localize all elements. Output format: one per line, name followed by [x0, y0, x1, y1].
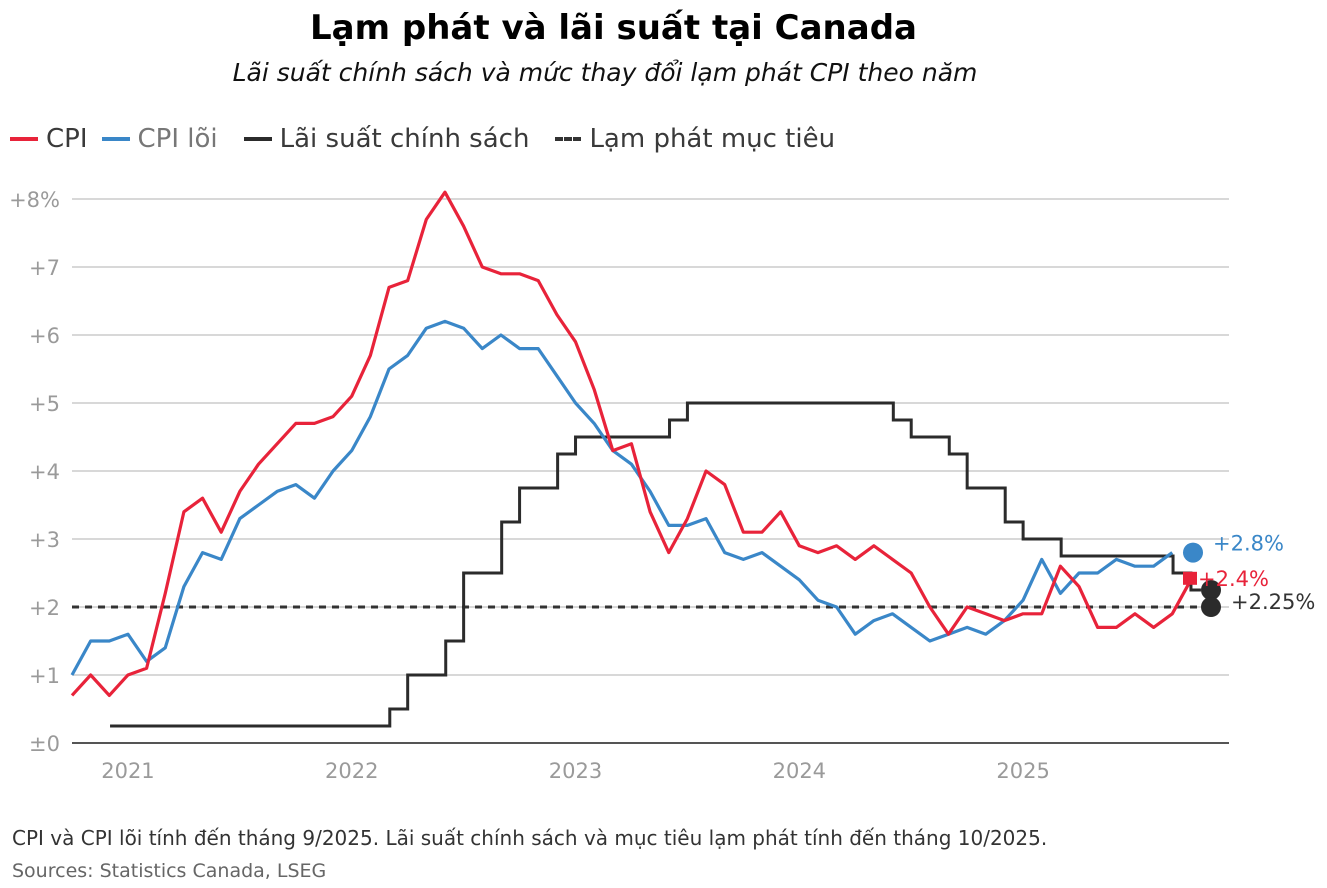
x-tick-label: 2024 [773, 759, 826, 783]
x-tick-label: 2023 [549, 759, 602, 783]
cpi-line [70, 190, 1193, 697]
legend-label-cpi: CPI [46, 124, 88, 154]
y-tick-label: ±0 [29, 732, 60, 756]
cpi-end-label: +2.4% [1198, 567, 1269, 591]
legend-item-target: Lạm phát mục tiêu [555, 124, 835, 154]
cpi-end-marker [1183, 571, 1197, 585]
y-tick-label: +6 [29, 324, 60, 348]
legend-item-core: CPI lõi [101, 124, 218, 154]
legend-item-cpi: CPI [10, 124, 88, 154]
policy-rate-line [110, 401, 1201, 728]
legend-item-policy: Lãi suất chính sách [243, 124, 530, 154]
y-tick-label: +4 [29, 460, 60, 484]
legend-label-core: CPI lõi [137, 124, 218, 154]
legend-label-target: Lạm phát mục tiêu [589, 124, 836, 154]
y-tick-label: +2 [29, 596, 60, 620]
legend-swatch-core [101, 137, 130, 141]
legend-swatch-cpi [10, 137, 38, 141]
x-tick-label: 2022 [325, 759, 378, 783]
legend-swatch-target [555, 137, 582, 141]
y-tick-label: +5 [29, 392, 60, 416]
policy-rate-end-label: +2.25% [1231, 590, 1315, 614]
target-end-marker [1201, 597, 1221, 617]
chart-subtitle: Lãi suất chính sách và mức thay đổi lạm … [232, 58, 978, 87]
core-cpi-end-label: +2.8% [1213, 532, 1284, 556]
x-tick-label: 2021 [101, 759, 154, 783]
legend: CPI CPI lõi Lãi suất chính sách Lạm phát… [10, 124, 861, 154]
y-tick-label: +1 [29, 664, 60, 688]
legend-swatch-policy [243, 137, 272, 141]
y-tick-label: +7 [29, 256, 60, 280]
policy-rate-end-marker [1201, 580, 1221, 600]
x-tick-label: 2025 [996, 759, 1049, 783]
footer-sources: Sources: Statistics Canada, LSEG [12, 860, 327, 882]
y-tick-label: +8% [9, 188, 60, 212]
core-cpi-end-marker [1183, 542, 1203, 563]
chart-title: Lạm phát và lãi suất tại Canada [310, 8, 917, 48]
legend-label-policy: Lãi suất chính sách [279, 124, 530, 154]
y-tick-label: +3 [29, 528, 60, 552]
core-cpi-line [70, 319, 1174, 676]
footer-note: CPI và CPI lõi tính đến tháng 9/2025. Lã… [12, 826, 1048, 850]
